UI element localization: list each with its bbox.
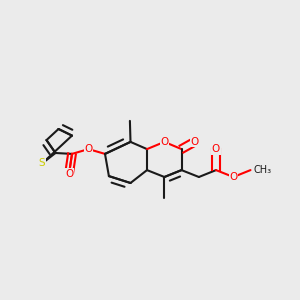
Text: CH₃: CH₃ [254,165,272,175]
Text: O: O [65,169,73,179]
Text: O: O [84,144,93,154]
Text: O: O [229,172,238,182]
Text: S: S [39,158,45,169]
Text: O: O [190,137,199,147]
Text: O: O [212,144,220,154]
Text: O: O [160,137,169,147]
